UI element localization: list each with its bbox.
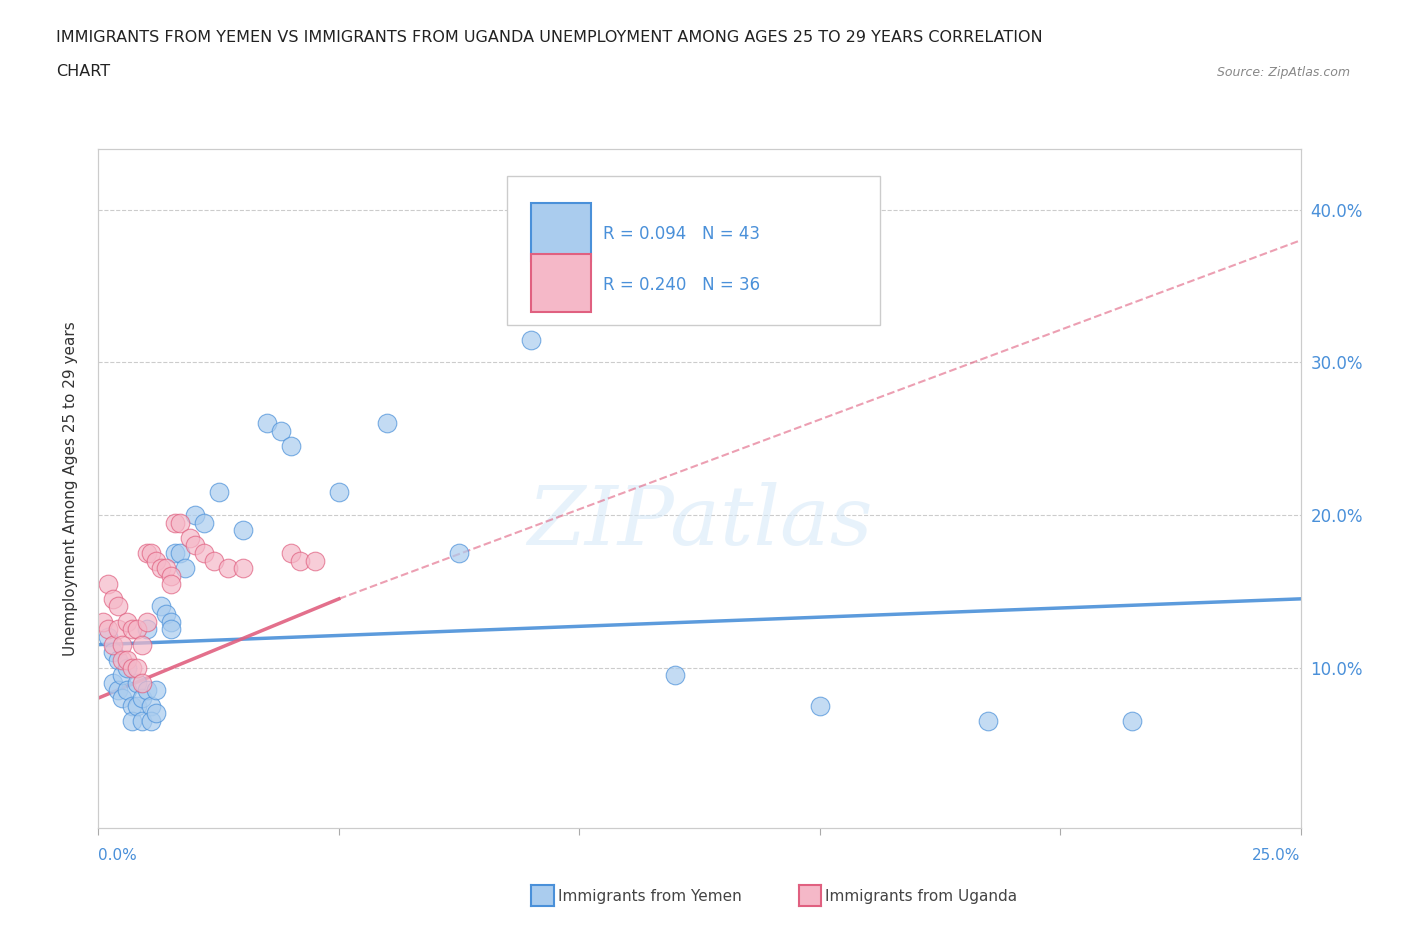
Point [145, 553, 167, 568]
Point [101, 675, 124, 690]
Point [165, 515, 187, 530]
Point [111, 691, 134, 706]
Point [304, 553, 326, 568]
Y-axis label: Unemployment Among Ages 25 to 29 years: Unemployment Among Ages 25 to 29 years [63, 321, 77, 656]
Point [202, 553, 225, 568]
Point [165, 546, 187, 561]
Point [101, 637, 124, 652]
Text: CHART: CHART [56, 64, 110, 79]
Point [117, 615, 139, 630]
Point [169, 546, 191, 561]
Point [125, 622, 148, 637]
Point [183, 538, 205, 553]
Point [125, 698, 148, 713]
Point [135, 615, 157, 630]
Text: ZIPatlas: ZIPatlas [527, 482, 872, 563]
Point [121, 622, 143, 637]
Point [107, 653, 129, 668]
Point [111, 653, 134, 668]
Point [183, 508, 205, 523]
FancyBboxPatch shape [531, 254, 592, 312]
Point [447, 546, 470, 561]
Point [141, 713, 163, 728]
Point [256, 416, 278, 431]
Text: Source: ZipAtlas.com: Source: ZipAtlas.com [1216, 66, 1350, 79]
Point [155, 561, 177, 576]
Point [290, 553, 312, 568]
Text: Immigrants from Uganda: Immigrants from Uganda [825, 889, 1018, 904]
Point [91, 615, 114, 630]
Point [117, 653, 139, 668]
FancyBboxPatch shape [531, 203, 592, 260]
Point [107, 622, 129, 637]
Point [121, 698, 143, 713]
Point [280, 439, 302, 454]
Point [520, 332, 543, 347]
Point [117, 660, 139, 675]
Text: R = 0.094   N = 43: R = 0.094 N = 43 [603, 225, 761, 243]
Point [145, 706, 167, 721]
Point [111, 668, 134, 683]
Text: 0.0%: 0.0% [98, 848, 138, 863]
Point [125, 675, 148, 690]
Point [179, 530, 201, 545]
Text: Immigrants from Yemen: Immigrants from Yemen [558, 889, 742, 904]
Point [131, 637, 153, 652]
Point [159, 622, 181, 637]
Text: R = 0.240   N = 36: R = 0.240 N = 36 [603, 275, 761, 294]
Point [135, 622, 157, 637]
Point [1121, 713, 1143, 728]
Point [107, 683, 129, 698]
Point [375, 416, 398, 431]
Point [270, 423, 292, 438]
Point [155, 606, 177, 621]
Point [131, 675, 153, 690]
Point [107, 599, 129, 614]
Text: IMMIGRANTS FROM YEMEN VS IMMIGRANTS FROM UGANDA UNEMPLOYMENT AMONG AGES 25 TO 29: IMMIGRANTS FROM YEMEN VS IMMIGRANTS FROM… [56, 30, 1043, 45]
Point [232, 523, 254, 538]
Point [149, 561, 172, 576]
Point [131, 691, 153, 706]
FancyBboxPatch shape [508, 176, 880, 326]
Point [135, 546, 157, 561]
Point [193, 515, 215, 530]
Point [169, 515, 191, 530]
Point [97, 622, 120, 637]
Point [217, 561, 239, 576]
Point [131, 713, 153, 728]
Point [121, 660, 143, 675]
Point [328, 485, 350, 499]
Point [232, 561, 254, 576]
Point [121, 713, 143, 728]
Point [159, 568, 181, 583]
Point [97, 630, 120, 644]
Point [149, 599, 172, 614]
Point [193, 546, 215, 561]
Point [208, 485, 231, 499]
Point [159, 577, 181, 591]
Point [97, 577, 120, 591]
Point [101, 591, 124, 606]
Point [808, 698, 831, 713]
Point [664, 668, 686, 683]
Point [125, 660, 148, 675]
Point [145, 683, 167, 698]
Point [280, 546, 302, 561]
Point [101, 644, 124, 659]
Point [111, 637, 134, 652]
Point [141, 546, 163, 561]
Point [977, 713, 1000, 728]
Point [174, 561, 197, 576]
Point [141, 698, 163, 713]
Point [159, 615, 181, 630]
Text: 25.0%: 25.0% [1253, 848, 1301, 863]
Point [135, 683, 157, 698]
Point [117, 683, 139, 698]
